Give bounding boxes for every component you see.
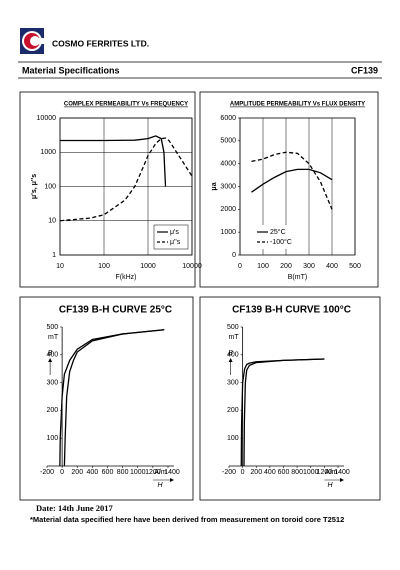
y-axis-label: μa <box>211 182 218 190</box>
x-tick-label: 100 <box>257 263 269 270</box>
x-tick-label: -200 <box>40 469 54 476</box>
x-tick-label: 1000 <box>303 469 319 476</box>
series-line <box>251 151 333 210</box>
x-tick-label: 0 <box>241 469 245 476</box>
y-tick-label: 400 <box>46 352 58 359</box>
chart-title: COMPLEX PERMEABILITY Vs FREQUENCY <box>64 102 188 108</box>
x-unit: A/m <box>154 469 167 476</box>
x-tick-label: 1400 <box>334 469 350 476</box>
x-tick-label: 1000 <box>140 263 156 270</box>
x-tick-label: 0 <box>60 469 64 476</box>
chart-title: AMPLITUDE PERMEABILITY Vs FLUX DENSITY <box>230 102 365 108</box>
y-tick-label: 0 <box>232 252 236 259</box>
x-tick-label: 600 <box>102 469 114 476</box>
note: *Material data specified here have been … <box>30 515 344 524</box>
y-tick-label: 100 <box>227 435 239 442</box>
x-tick-label: 400 <box>87 469 99 476</box>
chart-title: CF139 B-H CURVE 100°C <box>232 305 351 316</box>
material: CF139 <box>351 65 378 75</box>
x-tick-label: 200 <box>71 469 83 476</box>
y-unit: mT <box>48 334 59 341</box>
x-tick-label: 1200 <box>317 469 333 476</box>
x-tick-label: 400 <box>326 263 338 270</box>
y-axis-label: B <box>228 350 233 357</box>
x-unit: A/m <box>325 469 338 476</box>
series-line <box>60 135 167 187</box>
x-tick-label: 800 <box>117 469 129 476</box>
legend-label: μ's <box>170 229 179 236</box>
y-tick-label: 2000 <box>220 206 236 213</box>
x-tick-label: 600 <box>278 469 290 476</box>
series-line <box>63 329 165 467</box>
x-tick-label: 200 <box>280 263 292 270</box>
date: Date: 14th June 2017 <box>36 503 113 513</box>
x-axis-label: H <box>327 482 333 489</box>
legend-label: -100°C <box>270 238 292 246</box>
x-tick-label: 1200 <box>145 469 161 476</box>
y-tick-label: 300 <box>227 379 239 386</box>
y-tick-label: 1 <box>52 252 56 259</box>
x-arrowhead <box>340 478 344 482</box>
panel <box>19 91 196 288</box>
y-tick-label: 100 <box>44 183 56 190</box>
series-line <box>251 168 333 193</box>
y-tick-label: 1000 <box>220 229 236 236</box>
legend-label: 25°C <box>270 228 286 236</box>
y-tick-label: 400 <box>227 352 239 359</box>
x-tick-label: 500 <box>349 263 361 270</box>
x-tick-label: 0 <box>238 263 242 270</box>
y-tick-label: 300 <box>46 379 58 386</box>
legend-box <box>254 225 288 249</box>
series-line <box>59 137 193 222</box>
y-arrowhead <box>48 358 53 362</box>
panel <box>199 296 381 501</box>
x-axis-label: B(mT) <box>288 274 307 281</box>
panel <box>19 296 194 501</box>
x-tick-label: 400 <box>264 469 276 476</box>
y-unit: mT <box>229 334 240 341</box>
x-axis-label: H <box>157 482 163 489</box>
chart-title: CF139 B-H CURVE 25°C <box>59 305 172 316</box>
section-title: Material Specifications <box>22 65 120 75</box>
x-tick-label: 100 <box>98 263 110 270</box>
y-tick-label: 5000 <box>220 138 236 145</box>
series-line <box>243 358 325 467</box>
x-tick-label: 800 <box>291 469 303 476</box>
y-tick-label: 6000 <box>220 115 236 122</box>
y-tick-label: 200 <box>227 407 239 414</box>
y-tick-label: 10000 <box>37 115 57 122</box>
y-tick-label: 200 <box>46 407 58 414</box>
legend-box <box>153 224 189 250</box>
x-axis-label: F(kHz) <box>116 274 137 281</box>
y-tick-label: 3000 <box>220 183 236 190</box>
y-tick-label: 4000 <box>220 161 236 168</box>
x-tick-label: 300 <box>303 263 315 270</box>
panel <box>199 91 379 288</box>
x-tick-label: 200 <box>250 469 262 476</box>
x-arrowhead <box>170 478 174 482</box>
x-tick-label: 10000 <box>182 263 202 270</box>
y-axis-label: μ's, μ''s <box>31 174 38 199</box>
x-tick-label: 1400 <box>164 469 180 476</box>
y-tick-label: 500 <box>227 324 239 331</box>
x-tick-label: 1000 <box>130 469 146 476</box>
y-tick-label: 10 <box>48 218 56 225</box>
y-arrowhead <box>228 358 233 362</box>
y-tick-label: 500 <box>46 324 58 331</box>
y-tick-label: 1000 <box>40 149 56 156</box>
logo <box>20 28 46 54</box>
legend-label: μ''s <box>170 239 181 246</box>
x-tick-label: 10 <box>56 263 64 270</box>
y-tick-label: 100 <box>46 435 58 442</box>
x-tick-label: -200 <box>222 469 236 476</box>
y-axis-label: B <box>48 350 53 357</box>
company: COSMO FERRITES LTD. <box>52 38 149 48</box>
